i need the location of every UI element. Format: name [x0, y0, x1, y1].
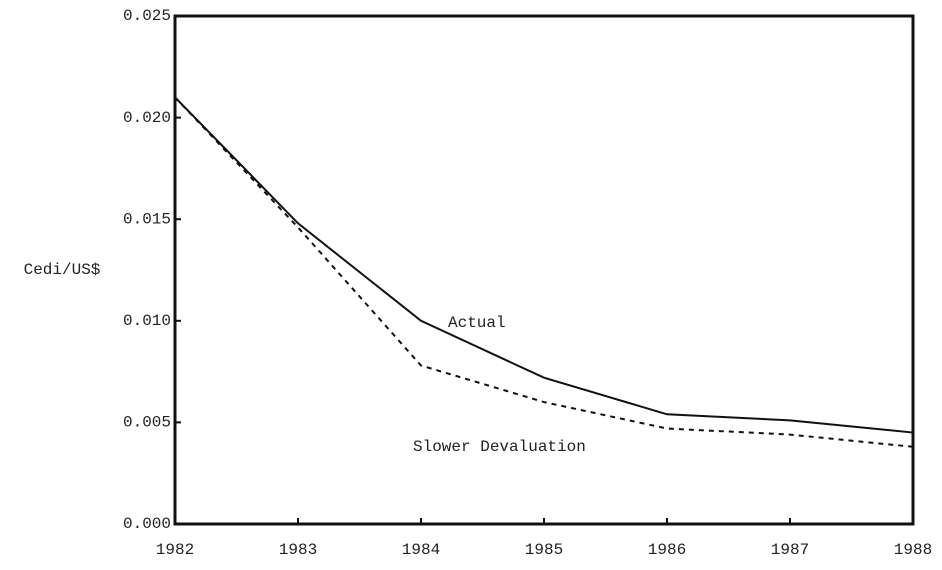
- annotation: Actual: [448, 314, 506, 332]
- y-tick-label: 0.010: [123, 312, 171, 330]
- x-tick-label: 1986: [648, 541, 686, 559]
- y-tick-label: 0.020: [123, 109, 171, 127]
- y-tick-label: 0.025: [123, 7, 171, 25]
- y-axis-label: Cedi/US$: [24, 261, 101, 279]
- x-tick-label: 1988: [894, 541, 932, 559]
- series-line: [174, 96, 914, 448]
- y-tick-label: 0.005: [123, 414, 171, 432]
- x-tick-label: 1984: [402, 541, 440, 559]
- x-tick-label: 1982: [156, 541, 194, 559]
- x-tick-label: 1987: [771, 541, 809, 559]
- x-tick-label: 1985: [525, 541, 563, 559]
- series-line: [174, 96, 914, 434]
- y-tick-label: 0.015: [123, 210, 171, 228]
- y-tick-label: 0.000: [123, 515, 171, 533]
- x-tick-label: 1983: [279, 541, 317, 559]
- annotation: Slower Devaluation: [413, 438, 586, 456]
